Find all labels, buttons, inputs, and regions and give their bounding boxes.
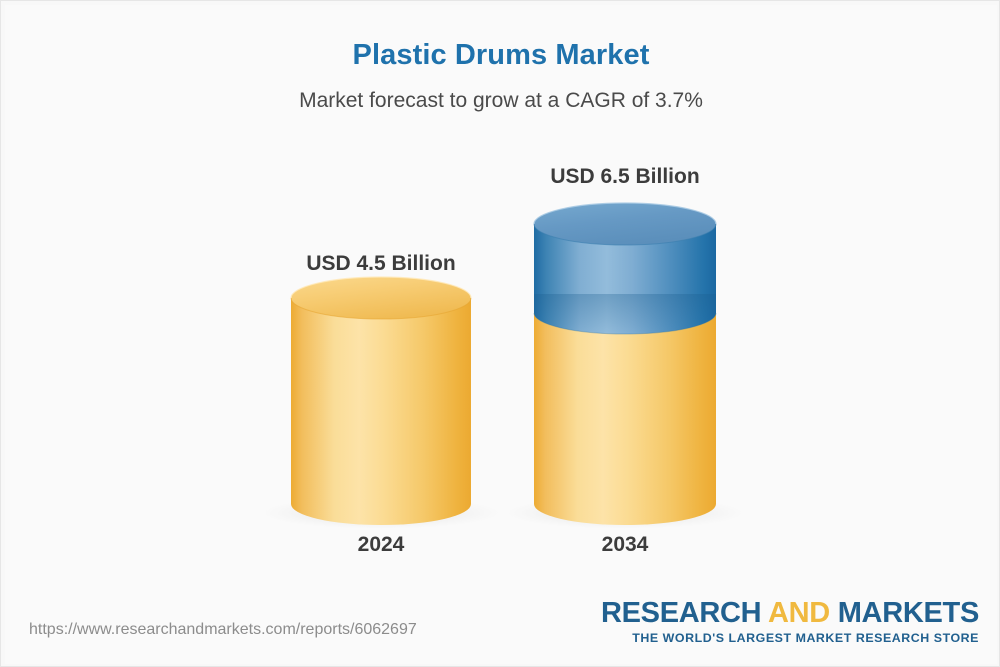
bar-2034[interactable] xyxy=(533,202,717,525)
research-and-markets-logo[interactable]: RESEARCH AND MARKETS THE WORLD'S LARGEST… xyxy=(600,597,980,645)
logo-word-and: AND xyxy=(761,597,838,629)
bar-2034-seam-shade xyxy=(534,294,716,334)
chart-background xyxy=(5,5,997,664)
report-url[interactable]: https://www.researchandmarkets.com/repor… xyxy=(29,621,417,638)
logo-tagline: THE WORLD'S LARGEST MARKET RESEARCH STOR… xyxy=(632,630,979,645)
bar-2024-rim-highlight xyxy=(290,276,472,299)
bar-2034-rim-line xyxy=(533,223,717,246)
bar-2024-category-label: 2024 xyxy=(357,533,405,556)
chart-subtitle: Market forecast to grow at a CAGR of 3.7… xyxy=(299,89,703,112)
bar-2034-category-label: 2034 xyxy=(601,533,649,556)
bar-2024-body xyxy=(291,298,471,525)
bar-2024-rim-line xyxy=(290,297,472,320)
logo-word-research: RESEARCH xyxy=(600,597,762,629)
bar-2034-rim-highlight xyxy=(533,202,717,225)
bar-2034-top xyxy=(534,203,716,245)
logo-word-markets: MARKETS xyxy=(837,597,980,629)
bar-2034-body-lower xyxy=(534,313,716,525)
bar-2034-seam-line xyxy=(533,312,717,335)
bar-2024-top xyxy=(291,277,471,319)
logo-wordmark: RESEARCH AND MARKETS xyxy=(600,597,980,629)
page-title: Plastic Drums Market xyxy=(352,39,650,71)
bar-2024-value-label: USD 4.5 Billion xyxy=(306,252,456,275)
bar-2024[interactable] xyxy=(290,276,472,525)
bar-2034-value-label: USD 6.5 Billion xyxy=(550,165,700,188)
